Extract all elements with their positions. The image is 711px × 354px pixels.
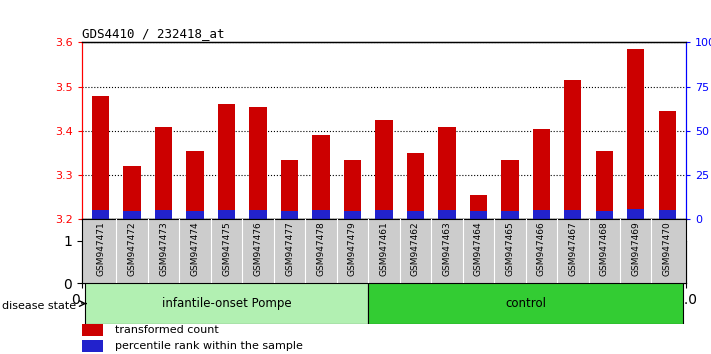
Bar <box>407 211 424 219</box>
Text: infantile-onset Pompe: infantile-onset Pompe <box>161 297 292 310</box>
Bar <box>186 151 204 219</box>
Bar <box>438 210 456 219</box>
Bar <box>501 160 518 219</box>
Bar <box>438 127 456 219</box>
Bar <box>281 211 298 219</box>
Text: percentile rank within the sample: percentile rank within the sample <box>115 341 303 352</box>
Bar <box>533 210 550 219</box>
Bar <box>470 195 487 219</box>
Text: GSM947472: GSM947472 <box>128 221 137 276</box>
Bar <box>596 211 613 219</box>
Bar <box>85 283 368 324</box>
Bar <box>312 210 330 219</box>
Text: GSM947466: GSM947466 <box>537 221 546 276</box>
Bar <box>92 96 109 219</box>
Bar <box>218 104 235 219</box>
Bar <box>92 210 109 219</box>
Bar <box>501 211 518 219</box>
Text: transformed count: transformed count <box>115 325 219 336</box>
Text: GSM947473: GSM947473 <box>159 221 168 276</box>
Bar <box>82 340 103 353</box>
Bar <box>155 210 172 219</box>
Bar <box>344 211 361 219</box>
Bar <box>627 49 644 219</box>
Bar <box>658 111 676 219</box>
Bar <box>155 127 172 219</box>
Text: GSM947476: GSM947476 <box>254 221 262 276</box>
Bar <box>407 153 424 219</box>
Text: GSM947468: GSM947468 <box>600 221 609 276</box>
Text: control: control <box>505 297 546 310</box>
Bar <box>312 136 330 219</box>
Text: GSM947471: GSM947471 <box>96 221 105 276</box>
Bar <box>375 120 392 219</box>
Text: GSM947463: GSM947463 <box>442 221 451 276</box>
Text: GSM947479: GSM947479 <box>348 221 357 276</box>
Bar <box>564 80 582 219</box>
Bar <box>533 129 550 219</box>
Bar <box>82 324 103 336</box>
Bar <box>368 283 683 324</box>
Bar <box>124 211 141 219</box>
Text: GSM947474: GSM947474 <box>191 221 200 276</box>
Bar <box>596 151 613 219</box>
Text: GSM947477: GSM947477 <box>285 221 294 276</box>
Bar <box>627 209 644 219</box>
Bar <box>375 210 392 219</box>
Bar <box>124 166 141 219</box>
Bar <box>186 211 204 219</box>
Bar <box>344 160 361 219</box>
Bar <box>250 210 267 219</box>
Text: GDS4410 / 232418_at: GDS4410 / 232418_at <box>82 27 224 40</box>
Bar <box>218 210 235 219</box>
Bar <box>281 160 298 219</box>
Text: GSM947467: GSM947467 <box>568 221 577 276</box>
Text: GSM947461: GSM947461 <box>380 221 388 276</box>
Bar <box>470 211 487 219</box>
Text: disease state: disease state <box>2 301 76 311</box>
Bar <box>658 210 676 219</box>
Text: GSM947478: GSM947478 <box>316 221 326 276</box>
Text: GSM947475: GSM947475 <box>222 221 231 276</box>
Bar <box>250 107 267 219</box>
Text: GSM947462: GSM947462 <box>411 221 420 276</box>
Text: GSM947465: GSM947465 <box>506 221 514 276</box>
Bar <box>564 210 582 219</box>
Text: GSM947464: GSM947464 <box>474 221 483 276</box>
Text: GSM947470: GSM947470 <box>663 221 672 276</box>
Text: GSM947469: GSM947469 <box>631 221 640 276</box>
